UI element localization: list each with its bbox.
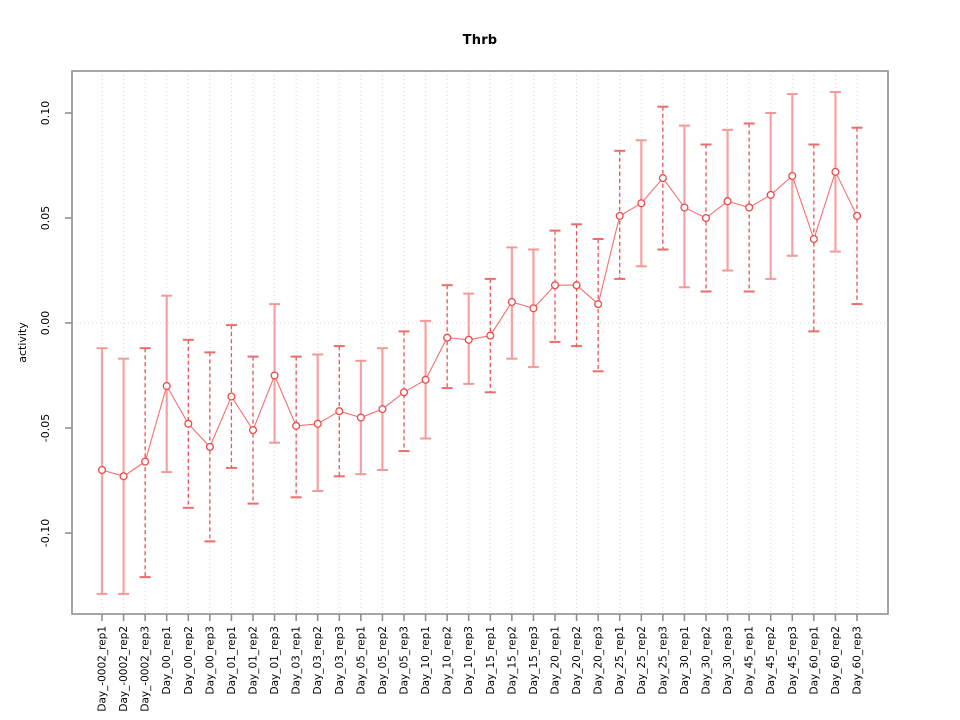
- chart-title: Thrb: [462, 33, 498, 48]
- x-tick-label: Day_20_rep2: [571, 626, 583, 695]
- x-tick-label: Day_25_rep3: [657, 626, 669, 695]
- data-point: [119, 472, 128, 481]
- x-tick-label: Day_45_rep3: [787, 626, 799, 695]
- x-tick-label: Day_03_rep1: [291, 626, 303, 695]
- x-tick-label: Day_10_rep1: [420, 626, 432, 695]
- data-point: [464, 335, 473, 344]
- data-point: [335, 407, 344, 416]
- data-point: [443, 333, 452, 342]
- data-point: [637, 199, 646, 208]
- x-tick-label: Day_60_rep3: [852, 626, 864, 695]
- data-point: [809, 234, 818, 244]
- y-axis-label: activity: [16, 322, 29, 363]
- x-tick-label: Day_30_rep3: [722, 626, 734, 695]
- data-point: [572, 281, 581, 290]
- y-tick-label: -0.05: [39, 414, 52, 442]
- data-point: [680, 203, 689, 212]
- data-point: [788, 171, 797, 181]
- data-point: [507, 297, 516, 307]
- data-point: [184, 419, 193, 428]
- data-point: [97, 465, 107, 475]
- data-point: [486, 331, 495, 340]
- x-tick-label: Day_15_rep1: [485, 626, 497, 695]
- x-tick-label: Day_01_rep1: [226, 626, 238, 695]
- x-tick-label: Day_05_rep2: [377, 626, 389, 695]
- data-point: [723, 197, 732, 206]
- data-point: [270, 371, 279, 380]
- x-tick-label: Day_05_rep3: [399, 626, 411, 695]
- x-tick-label: Day_-0002_rep1: [97, 626, 109, 712]
- y-tick-label: 0.10: [39, 101, 52, 126]
- y-tick-label: 0.00: [39, 311, 52, 336]
- x-tick-label: Day_01_rep3: [269, 626, 281, 695]
- data-point: [701, 213, 711, 223]
- data-point: [766, 190, 775, 199]
- data-point: [378, 405, 387, 414]
- x-tick-label: Day_60_rep1: [808, 626, 820, 695]
- data-point: [852, 211, 862, 220]
- x-tick-label: Day_30_rep2: [701, 626, 713, 695]
- data-point: [594, 300, 603, 309]
- data-point: [399, 388, 409, 397]
- series-line: [101, 170, 858, 477]
- data-point: [205, 442, 214, 451]
- data-point: [248, 426, 258, 435]
- x-tick-label: Day_45_rep2: [765, 626, 777, 695]
- x-tick-label: Day_45_rep1: [744, 626, 756, 695]
- x-tick-label: Day_20_rep1: [550, 626, 562, 695]
- y-tick-label: -0.10: [39, 519, 52, 547]
- x-tick-label: Day_10_rep3: [463, 626, 475, 695]
- data-point: [615, 211, 624, 220]
- x-tick-label: Day_00_rep2: [183, 626, 195, 695]
- data-point: [745, 203, 754, 212]
- x-tick-label: Day_03_rep3: [334, 626, 346, 695]
- data-point: [356, 413, 365, 422]
- x-tick-label: Day_10_rep2: [442, 626, 454, 695]
- data-point: [421, 375, 430, 384]
- data-point: [831, 167, 840, 176]
- x-tick-label: Day_25_rep1: [614, 626, 626, 695]
- plot-box: [71, 70, 889, 615]
- data-point: [227, 392, 236, 401]
- data-point: [141, 457, 150, 466]
- data-point: [658, 174, 667, 183]
- x-tick-label: Day_25_rep2: [636, 626, 648, 695]
- data-point: [292, 421, 301, 430]
- x-tick-label: Day_05_rep1: [355, 626, 367, 695]
- x-tick-label: Day_-0002_rep3: [140, 626, 152, 712]
- data-point: [162, 381, 171, 391]
- x-tick-label: Day_-0002_rep2: [118, 626, 130, 712]
- x-tick-label: Day_03_rep2: [312, 626, 324, 695]
- x-tick-label: Day_00_rep3: [204, 626, 216, 695]
- x-tick-label: Day_20_rep3: [593, 626, 605, 695]
- x-tick-label: Day_15_rep2: [506, 626, 518, 695]
- x-tick-label: Day_30_rep1: [679, 626, 691, 695]
- x-tick-label: Day_00_rep1: [161, 626, 173, 695]
- data-point: [529, 304, 538, 313]
- data-point: [313, 419, 322, 428]
- data-point: [550, 281, 560, 290]
- x-tick-label: Day_15_rep3: [528, 626, 540, 695]
- x-tick-label: Day_60_rep2: [830, 626, 842, 695]
- x-tick-label: Day_01_rep2: [248, 626, 260, 695]
- y-tick-label: 0.05: [39, 206, 52, 231]
